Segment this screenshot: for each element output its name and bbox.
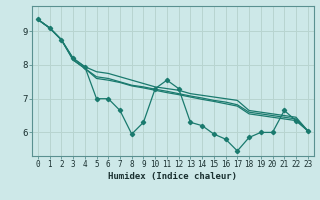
X-axis label: Humidex (Indice chaleur): Humidex (Indice chaleur) xyxy=(108,172,237,181)
